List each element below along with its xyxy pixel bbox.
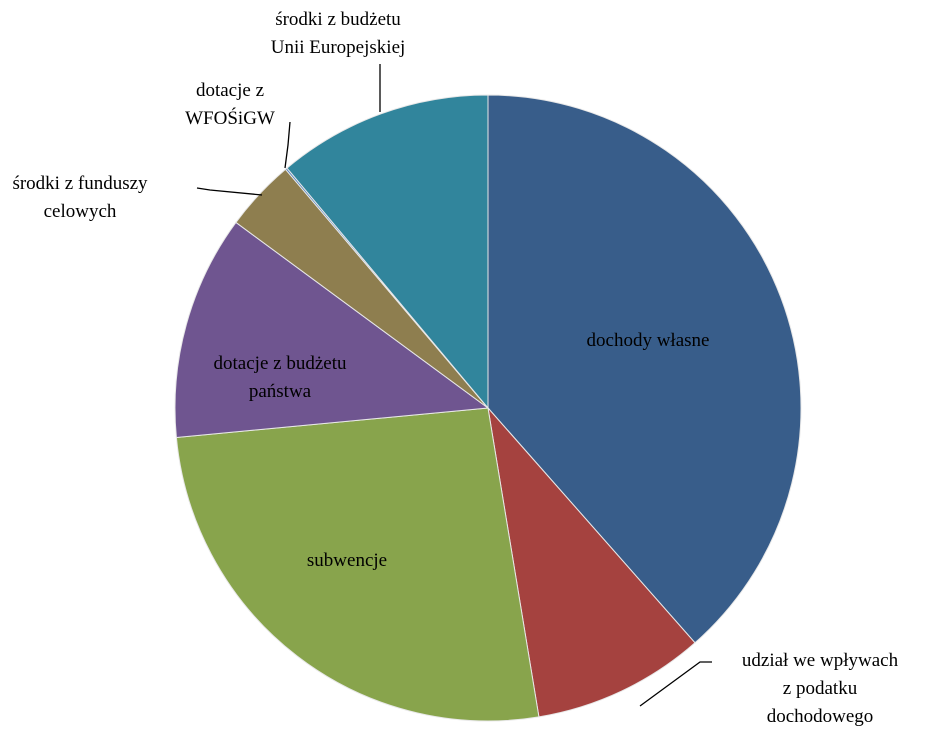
pie-slice [174, 221, 490, 439]
pie-slice [286, 94, 489, 410]
slice-label: dotacje z budżetu państwa [214, 353, 347, 402]
pie-slice [487, 94, 802, 644]
slice-label: subwencje [307, 550, 387, 571]
pie-slice [175, 407, 540, 722]
leader-line [284, 121, 291, 169]
pie-slice [487, 406, 696, 718]
slice-label: udział we wpływach z podatku dochodowego [742, 650, 899, 727]
slice-label: środki z budżetu Unii Europejskiej [271, 9, 406, 58]
slice-label: środki z funduszy celowych [12, 173, 148, 222]
leader-line [639, 661, 712, 707]
slice-label: dotacje z WFOŚiGW [185, 80, 275, 129]
slice-label: dochody własne [587, 330, 710, 351]
leader-line [196, 187, 263, 196]
